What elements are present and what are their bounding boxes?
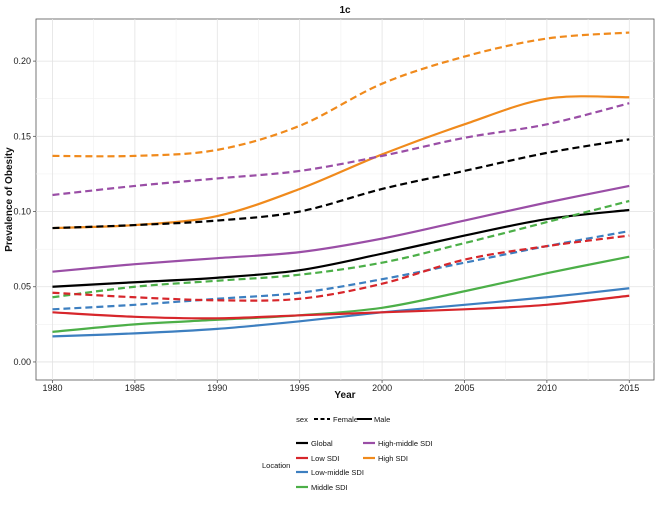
x-axis-title: Year — [334, 390, 355, 401]
axis-ticks: 1980 1985 1990 1995 2000 2005 2010 2015 0.00 0.05… — [13, 56, 639, 393]
y-tick-label: 0.00 — [13, 357, 31, 367]
legend-global-label: Global — [311, 439, 333, 448]
sex-legend-title: sex — [296, 415, 308, 424]
chart-title: 1c — [339, 5, 351, 16]
x-tick-label: 2010 — [537, 383, 557, 393]
y-axis-title: Prevalence of Obesity — [4, 147, 15, 252]
series-line-high-middle-sdi-female — [52, 102, 630, 197]
series-lines — [52, 31, 630, 338]
legend-middle-sdi-label: Middle SDI — [311, 483, 348, 492]
series-line-low-sdi-male — [52, 294, 630, 320]
series-line-high-middle-sdi-male — [52, 184, 630, 273]
y-tick-label: 0.15 — [13, 131, 31, 141]
x-tick-label: 1980 — [42, 383, 62, 393]
series-line-low-middle-sdi-male — [52, 287, 630, 338]
legend-high-sdi-label: High SDI — [378, 454, 408, 463]
legend-low-sdi-label: Low SDI — [311, 454, 339, 463]
series-line-low-middle-sdi-female — [52, 230, 630, 311]
x-tick-label: 1995 — [290, 383, 310, 393]
x-tick-label: 1990 — [207, 383, 227, 393]
y-tick-label: 0.10 — [13, 207, 31, 217]
x-tick-label: 1985 — [125, 383, 145, 393]
location-legend-title: Location — [262, 461, 290, 470]
series-line-middle-sdi-male — [52, 255, 630, 333]
legend-low-middle-sdi-label: Low-middle SDI — [311, 468, 364, 477]
legend-high-middle-sdi-label: High-middle SDI — [378, 439, 433, 448]
y-tick-label: 0.05 — [13, 282, 31, 292]
series-line-global-male — [52, 208, 630, 288]
y-tick-label: 0.20 — [13, 56, 31, 66]
legend-female-label: Female — [333, 415, 358, 424]
grid — [36, 19, 654, 380]
location-legend: Location Global Low SDI Low-middle SDI M… — [262, 439, 433, 492]
series-line-low-sdi-female — [52, 234, 630, 302]
series-line-global-female — [52, 138, 630, 230]
plot-panel — [35, 18, 655, 381]
legend-male-label: Male — [374, 415, 390, 424]
x-tick-label: 2000 — [372, 383, 392, 393]
sex-legend: sex Female Male — [296, 415, 390, 424]
series-line-high-sdi-female — [52, 31, 630, 158]
x-tick-label: 2005 — [454, 383, 474, 393]
series-line-middle-sdi-female — [52, 199, 630, 299]
x-tick-label: 2015 — [619, 383, 639, 393]
